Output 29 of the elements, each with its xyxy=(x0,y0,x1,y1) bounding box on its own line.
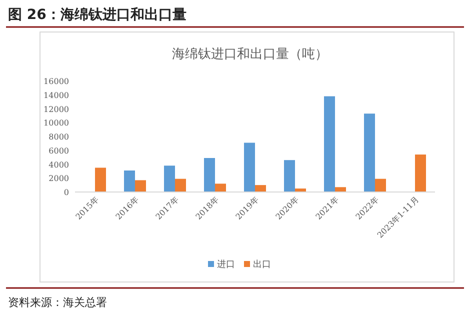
y-tick-label: 10000 xyxy=(44,118,69,128)
bar xyxy=(175,178,186,192)
bar xyxy=(215,184,226,192)
chart-title: 图 26：海绵钛进口和出口量 xyxy=(8,7,186,23)
chart-subtitle: 海绵钛进口和出口量（吨） xyxy=(172,47,328,62)
legend-label: 进口 xyxy=(217,259,235,270)
y-tick-label: 14000 xyxy=(44,90,69,100)
y-tick-label: 0 xyxy=(64,188,69,197)
y-tick-label: 6000 xyxy=(48,146,69,156)
y-tick-label: 4000 xyxy=(48,160,69,170)
bar xyxy=(364,114,375,192)
y-tick-label: 2000 xyxy=(48,174,69,184)
bar xyxy=(375,178,386,192)
y-tick-label: 16000 xyxy=(44,77,69,86)
bar xyxy=(164,166,175,192)
bar xyxy=(255,185,266,192)
bar xyxy=(244,142,255,192)
bar xyxy=(335,187,346,192)
bar xyxy=(415,154,426,192)
bar xyxy=(324,96,335,192)
legend-label: 出口 xyxy=(253,259,271,270)
y-tick-label: 8000 xyxy=(48,132,69,142)
y-tick-label: 12000 xyxy=(44,104,69,114)
bar xyxy=(204,158,215,192)
bar xyxy=(95,168,106,192)
bar xyxy=(124,170,135,192)
text: 资料来源：海关总署 xyxy=(8,296,107,309)
bar xyxy=(284,160,295,192)
bar xyxy=(135,180,146,192)
